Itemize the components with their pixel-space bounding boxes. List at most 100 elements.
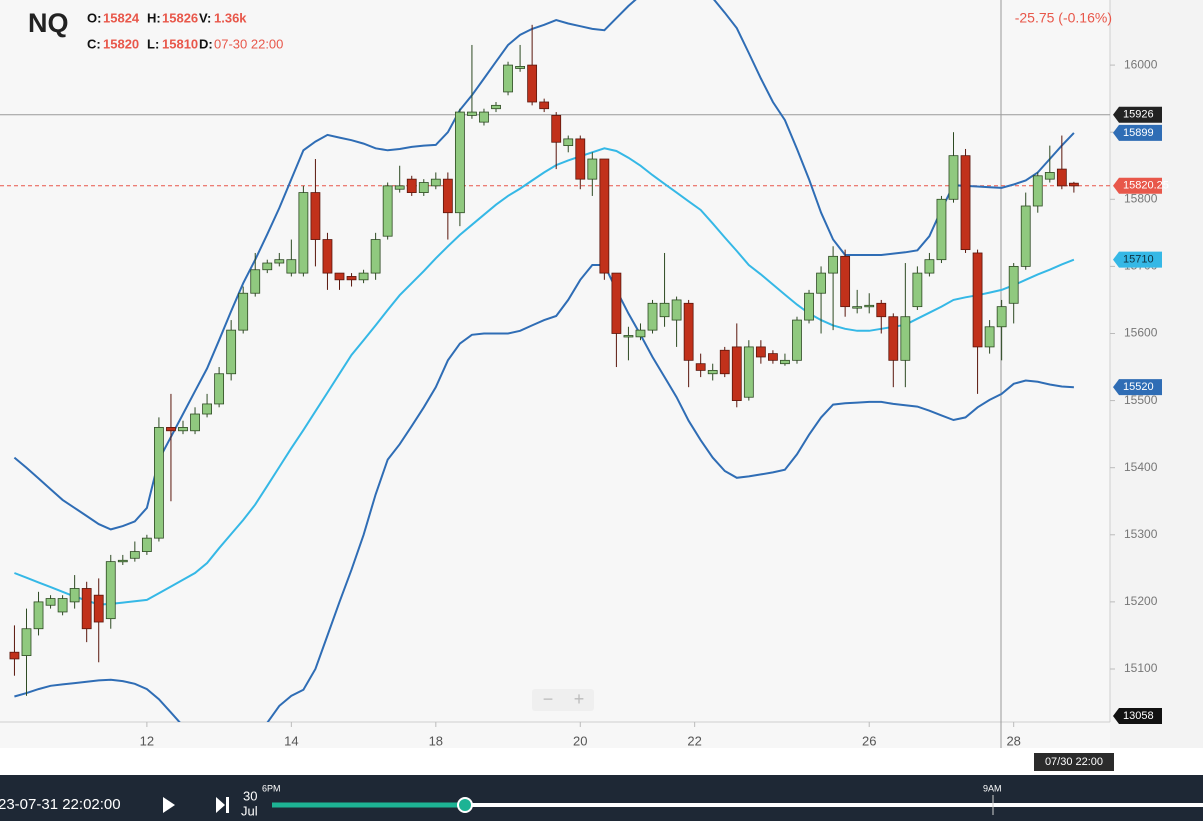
zoom-controls: − + xyxy=(532,689,594,711)
band-price-badge xyxy=(1113,251,1162,268)
plot-area xyxy=(0,0,1110,722)
candle-body xyxy=(743,346,754,398)
candle-body xyxy=(358,272,369,281)
candle-body xyxy=(900,316,911,361)
step-button[interactable] xyxy=(216,797,229,813)
candle-body xyxy=(141,537,152,552)
candle-body xyxy=(370,239,381,274)
candle-body xyxy=(563,138,574,147)
candle-body xyxy=(250,269,261,294)
last-price-badge xyxy=(1113,177,1162,194)
candle-body xyxy=(575,138,586,180)
candle-body xyxy=(226,329,237,375)
band-price: 15899 xyxy=(1123,127,1154,139)
candle-body xyxy=(527,64,538,103)
volume-value: 1.36k xyxy=(214,10,247,25)
candle-body xyxy=(129,551,140,559)
x-tick-label: 14 xyxy=(284,733,298,748)
candle-body xyxy=(1020,205,1031,267)
band-price: 15520 xyxy=(1123,381,1154,393)
candle-body xyxy=(105,561,116,620)
y-tick-label: 15200 xyxy=(1124,594,1158,608)
candle-body xyxy=(515,66,525,69)
candle-body xyxy=(972,252,983,348)
zoom-in[interactable]: + xyxy=(574,689,585,709)
candle-body xyxy=(912,272,923,308)
play-button[interactable] xyxy=(163,797,175,813)
candle-body xyxy=(960,155,971,251)
label: D: xyxy=(199,36,213,51)
y-tick-label: 15800 xyxy=(1124,191,1158,205)
x-tick-label: 26 xyxy=(862,733,876,748)
candle-body xyxy=(587,158,598,180)
crosshair-price-badge xyxy=(1113,106,1162,123)
playback-datetime: 23-07-31 22:02:00 xyxy=(0,796,121,813)
candle-body xyxy=(828,255,839,274)
candle-body xyxy=(816,272,826,294)
candle-body xyxy=(9,651,20,660)
candle-body xyxy=(1044,172,1055,180)
candle-body xyxy=(178,427,188,432)
candle-body xyxy=(1056,168,1067,187)
band-price: 15710 xyxy=(1123,254,1154,266)
candle-body xyxy=(984,326,995,348)
x-tick-label: 20 xyxy=(573,733,587,748)
zoom-box xyxy=(532,689,594,711)
candle-body xyxy=(81,588,92,630)
candle-body xyxy=(21,628,32,656)
candle-body xyxy=(298,192,309,274)
timeline-mark: 6PM xyxy=(262,783,281,793)
symbol: NQ xyxy=(28,8,69,38)
candle-body xyxy=(33,601,44,630)
candle-body xyxy=(334,272,345,281)
floor-price-badge xyxy=(1113,708,1162,724)
candle-body xyxy=(382,185,393,237)
candle-body xyxy=(683,302,694,361)
candle-body xyxy=(647,302,658,331)
band-price-badge xyxy=(1113,124,1162,141)
candle-body xyxy=(996,306,1007,328)
candle-body xyxy=(599,158,610,274)
x-tick-label: 28 xyxy=(1006,733,1020,748)
candle-body xyxy=(804,292,814,321)
candle-body xyxy=(45,598,56,606)
timeline-day: 30 xyxy=(243,788,257,803)
timeline-handle[interactable] xyxy=(457,797,473,813)
x-tick-label: 22 xyxy=(687,733,701,748)
status-strip xyxy=(0,748,1203,775)
candle-body xyxy=(852,306,863,309)
axes: 1510015200153001540015500156001570015800… xyxy=(140,57,1169,748)
candle-body xyxy=(611,272,622,334)
candle-body xyxy=(864,304,875,308)
candle-body xyxy=(238,292,249,331)
y-tick-label: 15600 xyxy=(1124,326,1158,340)
candle-body xyxy=(286,259,297,274)
crosshair-time-badge xyxy=(1034,753,1114,771)
timeline-mark: 9AM xyxy=(983,783,1002,793)
candle-body xyxy=(406,178,417,193)
band-line xyxy=(14,264,1074,722)
candle-body xyxy=(166,427,176,432)
y-tick-label: 15300 xyxy=(1124,527,1158,541)
band-price-badge xyxy=(1113,379,1162,396)
candle-body xyxy=(768,353,778,361)
candle-body xyxy=(924,259,935,274)
candle-body xyxy=(635,329,646,338)
candle-body xyxy=(840,255,851,308)
low-value: 15810 xyxy=(162,36,198,51)
floor-price: 13058 xyxy=(1123,710,1154,722)
candle-body xyxy=(936,198,947,261)
zoom-out[interactable]: − xyxy=(543,689,554,709)
playback-bar: 23-07-31 22:02:00 30 Jul 6PM 9AM xyxy=(0,775,1203,821)
candle-body xyxy=(792,319,802,361)
candle-body xyxy=(479,111,489,123)
timeline-month: Jul xyxy=(241,803,258,818)
candle-body xyxy=(1032,175,1043,207)
label: O: xyxy=(87,10,101,25)
label: L: xyxy=(147,36,159,51)
candle-body xyxy=(707,369,718,375)
x-tick-label: 18 xyxy=(429,733,443,748)
